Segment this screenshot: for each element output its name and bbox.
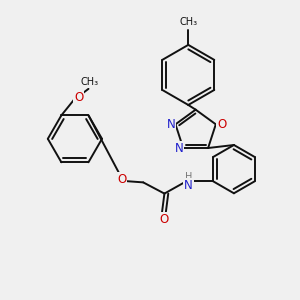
Text: O: O — [74, 91, 83, 103]
Text: O: O — [217, 118, 226, 131]
Text: H: H — [185, 172, 192, 182]
Text: N: N — [167, 118, 176, 131]
Text: N: N — [174, 142, 183, 154]
Text: CH₃: CH₃ — [179, 16, 197, 27]
Text: O: O — [159, 213, 169, 226]
Text: O: O — [117, 173, 126, 186]
Text: N: N — [184, 178, 193, 191]
Text: CH₃: CH₃ — [81, 77, 99, 87]
